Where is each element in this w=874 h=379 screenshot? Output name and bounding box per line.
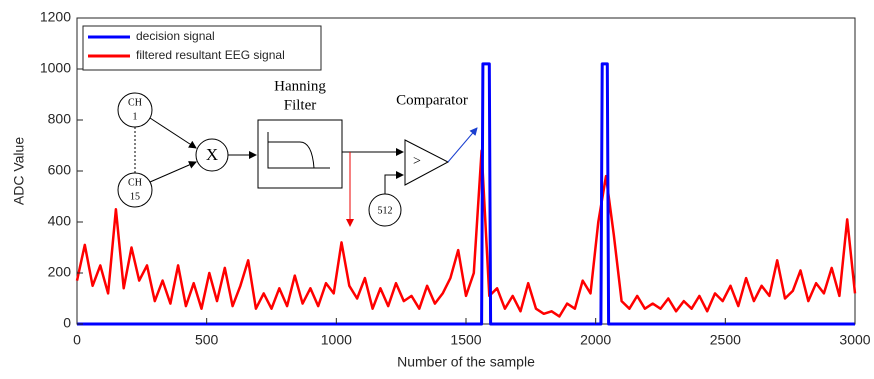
y-tick-label: 800 bbox=[48, 111, 72, 127]
x-tick-label: 1500 bbox=[450, 332, 481, 348]
series-line bbox=[75, 149, 857, 318]
filter-label: Hanning bbox=[274, 78, 326, 94]
y-tick-label: 200 bbox=[48, 264, 72, 280]
legend-label: decision signal bbox=[136, 29, 215, 43]
arrow bbox=[384, 171, 404, 194]
legend-label: filtered resultant EEG signal bbox=[136, 48, 285, 62]
comparator bbox=[404, 139, 450, 186]
x-tick-label: 0 bbox=[73, 332, 81, 348]
arrow bbox=[149, 117, 197, 149]
node-label: 15 bbox=[130, 191, 140, 202]
threshold-label: 512 bbox=[378, 205, 393, 216]
arrow bbox=[149, 161, 197, 183]
y-tick-label: 400 bbox=[48, 213, 72, 229]
x-tick-label: 2500 bbox=[710, 332, 741, 348]
x-tick-label: 1000 bbox=[321, 332, 352, 348]
node-label: 1 bbox=[133, 111, 138, 122]
legend-box bbox=[82, 25, 322, 71]
inset-diagram: CH 1 CH 15 X Hanning Filter Comparator >… bbox=[117, 78, 478, 227]
y-tick-label: 1200 bbox=[40, 9, 71, 25]
node-label: CH bbox=[128, 97, 142, 108]
x-tick-label: 3000 bbox=[839, 332, 870, 348]
comparator-label: Comparator bbox=[396, 92, 468, 108]
arrow bbox=[447, 127, 478, 163]
series-line bbox=[77, 62, 855, 326]
compare-sign: > bbox=[413, 154, 421, 169]
y-tick-label: 600 bbox=[48, 162, 72, 178]
y-tick-label: 1000 bbox=[40, 60, 71, 76]
y-axis-label: ADC Value bbox=[11, 137, 27, 205]
x-tick-label: 500 bbox=[195, 332, 219, 348]
x-tick-label: 2000 bbox=[580, 332, 611, 348]
x-axis-label: Number of the sample bbox=[397, 354, 535, 370]
node-label: CH bbox=[128, 177, 142, 188]
filter-icon bbox=[267, 132, 330, 169]
y-tick-label: 0 bbox=[63, 315, 71, 331]
filter-label: Filter bbox=[284, 97, 317, 113]
multiplier-label: X bbox=[206, 145, 218, 164]
legend: decision signal filtered resultant EEG si… bbox=[82, 25, 322, 71]
filter-box bbox=[257, 119, 343, 189]
